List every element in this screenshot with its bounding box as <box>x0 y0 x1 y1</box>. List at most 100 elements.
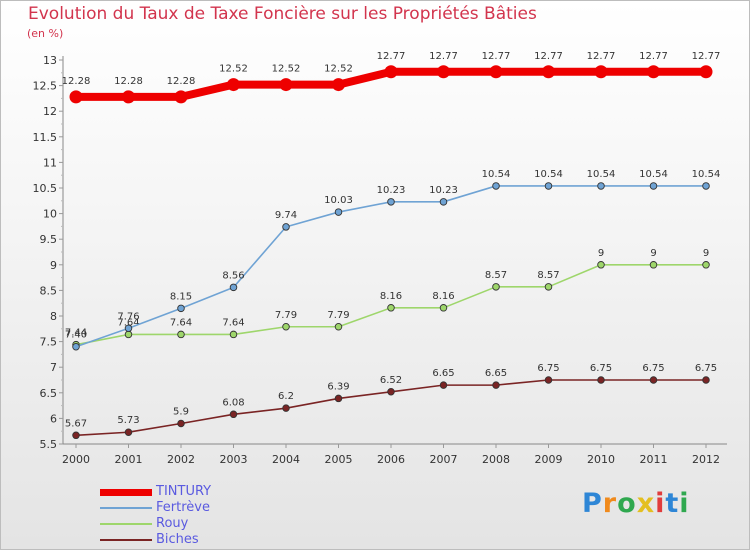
y-tick-label: 9.5 <box>40 233 58 246</box>
y-tick-label: 8.5 <box>40 284 58 297</box>
data-label: 5.9 <box>173 407 189 418</box>
data-label: 12.28 <box>62 76 91 87</box>
proxiti-logo: Proxiti <box>582 488 690 519</box>
data-label: 6.75 <box>695 363 717 374</box>
data-label: 6.39 <box>327 381 349 392</box>
legend-label: Fertrève <box>156 500 210 515</box>
y-tick-label: 7.5 <box>40 336 58 349</box>
data-label: 8.16 <box>432 291 454 302</box>
data-label: 8.57 <box>485 270 507 281</box>
data-point <box>334 394 343 403</box>
data-point <box>177 330 185 339</box>
data-label: 12.77 <box>587 51 616 62</box>
data-label: 6.52 <box>380 375 402 386</box>
data-point <box>282 223 290 231</box>
data-point <box>387 388 395 396</box>
legend-swatch <box>100 507 152 509</box>
data-label: 8.16 <box>380 291 402 302</box>
x-tick-label: 2002 <box>167 453 195 466</box>
y-tick-label: 10 <box>43 208 57 221</box>
data-point <box>492 182 500 190</box>
legend-label: Biches <box>156 532 199 547</box>
x-tick-label: 2011 <box>640 453 668 466</box>
data-point <box>69 90 83 104</box>
legend-label: TINTURY <box>156 484 212 499</box>
x-tick-label: 2005 <box>325 453 353 466</box>
data-label: 12.77 <box>429 51 458 62</box>
data-point <box>544 182 553 190</box>
y-tick-label: 6 <box>50 412 57 425</box>
y-tick-label: 6.5 <box>40 387 58 400</box>
data-point <box>649 182 658 190</box>
data-label: 6.2 <box>278 391 294 402</box>
data-label: 10.23 <box>377 185 406 196</box>
data-point <box>649 376 658 384</box>
legend-swatch <box>100 539 152 541</box>
data-point <box>122 90 135 104</box>
data-label: 7.79 <box>327 310 349 321</box>
data-label: 10.54 <box>639 169 668 180</box>
data-point <box>439 381 448 389</box>
y-tick-label: 13 <box>43 54 57 67</box>
data-label: 10.54 <box>534 169 563 180</box>
data-label: 6.75 <box>537 363 559 374</box>
logo-letter: x <box>636 488 656 519</box>
logo-letter: o <box>617 488 637 519</box>
data-label: 7.40 <box>65 330 87 341</box>
y-tick-label: 11 <box>43 156 57 169</box>
data-point <box>279 78 293 92</box>
data-label: 12.77 <box>377 51 406 62</box>
data-point <box>282 323 290 331</box>
data-point <box>124 324 133 333</box>
data-label: 7.64 <box>117 317 139 328</box>
x-tick-label: 2004 <box>272 453 300 466</box>
data-point <box>594 65 608 79</box>
data-label: 7.44 <box>65 328 87 339</box>
data-label: 12.52 <box>324 64 353 75</box>
data-label: 9 <box>598 248 604 259</box>
data-point <box>72 342 80 351</box>
data-point <box>229 410 238 419</box>
data-label: 5.73 <box>117 415 139 426</box>
data-point <box>282 404 290 412</box>
x-tick-label: 2009 <box>535 453 563 466</box>
data-point <box>387 304 395 312</box>
y-tick-label: 5.5 <box>40 438 58 451</box>
data-point <box>124 428 133 436</box>
data-label: 6.08 <box>222 397 244 408</box>
data-point <box>124 330 133 339</box>
data-point <box>334 323 343 331</box>
data-label: 12.77 <box>692 51 721 62</box>
data-point <box>544 283 553 291</box>
data-label: 6.75 <box>642 363 664 374</box>
data-point <box>72 431 80 440</box>
legend-label: Rouy <box>156 516 189 531</box>
x-tick-label: 2001 <box>115 453 143 466</box>
logo-letter: t <box>665 488 680 519</box>
y-tick-label: 11.5 <box>33 131 58 144</box>
data-point <box>439 304 448 312</box>
x-tick-label: 2000 <box>62 453 90 466</box>
x-tick-label: 2008 <box>482 453 510 466</box>
data-point <box>437 65 450 79</box>
unit-label: (en %) <box>27 27 64 40</box>
data-label: 6.75 <box>590 363 612 374</box>
chart-title: Evolution du Taux de Taxe Foncière sur l… <box>28 4 537 24</box>
data-point <box>177 419 185 428</box>
data-point <box>229 330 238 339</box>
x-tick-label: 2010 <box>587 453 615 466</box>
data-point <box>492 381 500 389</box>
data-label: 10.54 <box>482 169 511 180</box>
data-point <box>702 261 710 269</box>
data-point <box>227 78 240 92</box>
logo-letter: r <box>602 488 618 519</box>
data-label: 7.64 <box>222 317 244 328</box>
logo-letter: i <box>679 488 690 519</box>
data-point <box>597 261 605 269</box>
x-tick-label: 2012 <box>692 453 720 466</box>
legend-swatch <box>100 488 152 496</box>
y-tick-label: 12.5 <box>33 80 58 93</box>
data-label: 12.52 <box>272 64 301 75</box>
data-label: 10.03 <box>324 195 353 206</box>
